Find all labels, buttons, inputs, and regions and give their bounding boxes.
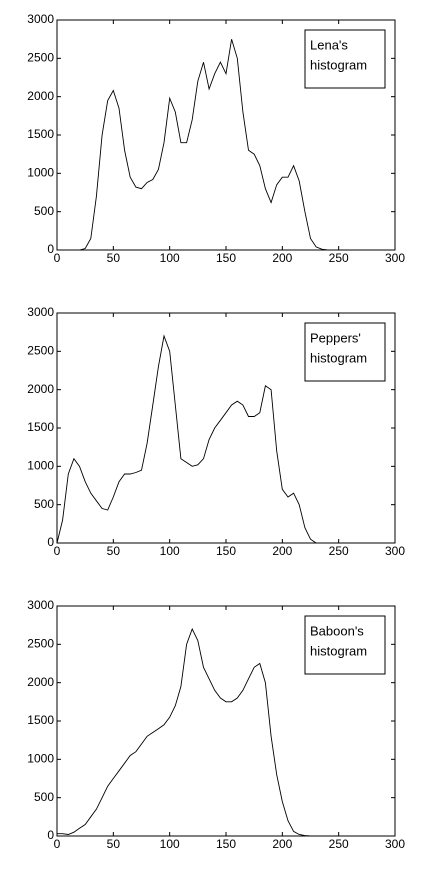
- x-tick-label: 300: [385, 837, 405, 851]
- annotation-box: [304, 29, 386, 89]
- annotation-text: histogram: [310, 643, 367, 658]
- x-tick-label: 200: [272, 251, 292, 265]
- x-tick-label: 100: [160, 251, 180, 265]
- x-tick-label: 250: [329, 251, 349, 265]
- y-tick-label: 1500: [27, 713, 54, 727]
- y-tick-label: 500: [34, 790, 54, 804]
- x-tick-label: 100: [160, 544, 180, 558]
- x-tick-label: 150: [216, 251, 236, 265]
- annotation-text: histogram: [310, 57, 367, 72]
- annotation-box: [304, 615, 386, 675]
- y-tick-label: 2000: [27, 675, 54, 689]
- x-tick-label: 100: [160, 837, 180, 851]
- y-tick-label: 1500: [27, 420, 54, 434]
- y-tick-label: 3000: [27, 12, 54, 26]
- annotation-text: Lena's: [310, 37, 348, 52]
- annotation-box: [304, 322, 386, 382]
- x-tick-label: 50: [107, 251, 121, 265]
- x-tick-label: 0: [54, 837, 61, 851]
- y-tick-label: 1000: [27, 459, 54, 473]
- annotation-text: Baboon's: [310, 623, 364, 638]
- x-tick-label: 250: [329, 544, 349, 558]
- y-tick-label: 0: [47, 828, 54, 842]
- y-tick-label: 3000: [27, 598, 54, 612]
- histogram-line: [57, 627, 345, 837]
- x-tick-label: 150: [216, 544, 236, 558]
- y-tick-label: 500: [34, 204, 54, 218]
- y-tick-label: 2500: [27, 637, 54, 651]
- y-tick-label: 2000: [27, 382, 54, 396]
- annotation-text: Peppers': [310, 330, 361, 345]
- y-tick-label: 1500: [27, 127, 54, 141]
- y-tick-label: 0: [47, 242, 54, 256]
- annotation-text: histogram: [310, 350, 367, 365]
- x-tick-label: 200: [272, 837, 292, 851]
- y-tick-label: 2500: [27, 51, 54, 65]
- y-tick-label: 500: [34, 497, 54, 511]
- y-tick-label: 1000: [27, 166, 54, 180]
- y-tick-label: 2000: [27, 89, 54, 103]
- x-tick-label: 0: [54, 544, 61, 558]
- y-tick-label: 0: [47, 535, 54, 549]
- x-tick-label: 150: [216, 837, 236, 851]
- x-tick-label: 300: [385, 544, 405, 558]
- x-tick-label: 300: [385, 251, 405, 265]
- x-tick-label: 50: [107, 544, 121, 558]
- histogram-line: [57, 39, 345, 251]
- y-tick-label: 1000: [27, 752, 54, 766]
- y-tick-label: 2500: [27, 344, 54, 358]
- histogram-line: [56, 334, 345, 544]
- x-tick-label: 250: [329, 837, 349, 851]
- y-tick-label: 3000: [27, 305, 54, 319]
- x-tick-label: 200: [272, 544, 292, 558]
- x-tick-label: 50: [107, 837, 121, 851]
- x-tick-label: 0: [54, 251, 61, 265]
